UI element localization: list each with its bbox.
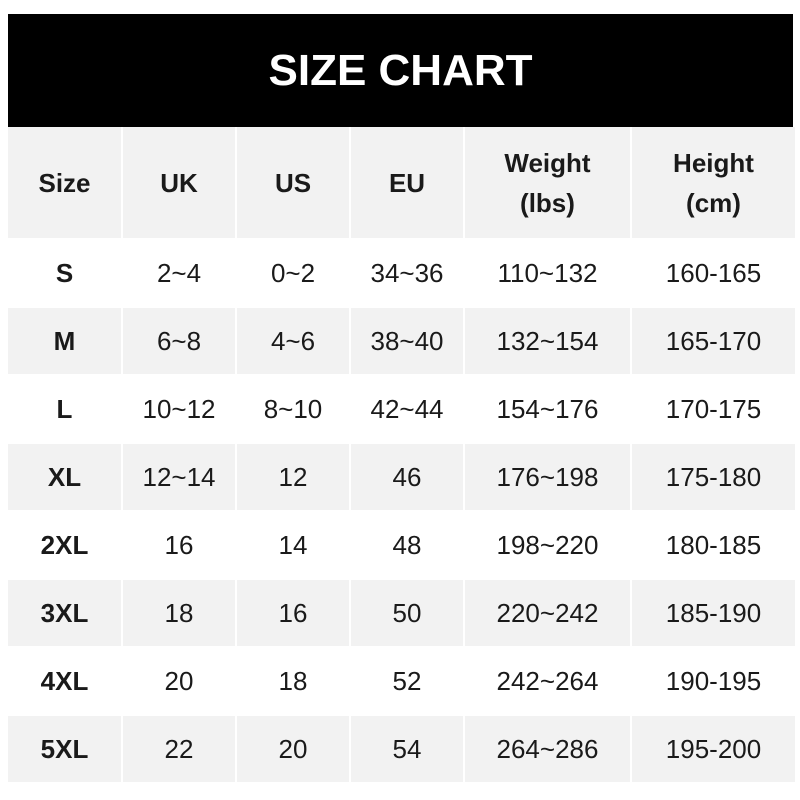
table-cell: 132~154 <box>465 308 630 376</box>
table-cell: 16 <box>237 580 349 648</box>
table-cell: 54 <box>351 716 463 784</box>
chart-title: SIZE CHART <box>8 14 793 127</box>
table-cell: 176~198 <box>465 444 630 512</box>
table-cell: 16 <box>123 512 235 580</box>
table-cell: 185-190 <box>632 580 795 648</box>
table-cell: 12 <box>237 444 349 512</box>
table-cell: 20 <box>237 716 349 784</box>
table-row: XL 12~14 12 46 176~198 175-180 <box>8 444 795 512</box>
table-cell: 180-185 <box>632 512 795 580</box>
table-row: M 6~8 4~6 38~40 132~154 165-170 <box>8 308 795 376</box>
column-header: Size <box>8 127 121 240</box>
table-cell: 52 <box>351 648 463 716</box>
table-cell: 48 <box>351 512 463 580</box>
table-cell: 8~10 <box>237 376 349 444</box>
size-cell: XL <box>8 444 121 512</box>
table-row: 2XL 16 14 48 198~220 180-185 <box>8 512 795 580</box>
table-cell: 220~242 <box>465 580 630 648</box>
table-cell: 242~264 <box>465 648 630 716</box>
size-cell: 2XL <box>8 512 121 580</box>
table-cell: 165-170 <box>632 308 795 376</box>
table-cell: 46 <box>351 444 463 512</box>
table-row: 4XL 20 18 52 242~264 190-195 <box>8 648 795 716</box>
size-cell: 3XL <box>8 580 121 648</box>
table-cell: 12~14 <box>123 444 235 512</box>
table-row: S 2~4 0~2 34~36 110~132 160-165 <box>8 240 795 308</box>
table-cell: 14 <box>237 512 349 580</box>
table-cell: 195-200 <box>632 716 795 784</box>
table-cell: 6~8 <box>123 308 235 376</box>
header-row: Size UK US EU Weight (lbs) Height (cm) <box>8 127 795 240</box>
size-cell: 5XL <box>8 716 121 784</box>
column-header: Height (cm) <box>632 127 795 240</box>
table-cell: 22 <box>123 716 235 784</box>
size-cell: 4XL <box>8 648 121 716</box>
table-row: 3XL 18 16 50 220~242 185-190 <box>8 580 795 648</box>
table-cell: 18 <box>123 580 235 648</box>
table-cell: 4~6 <box>237 308 349 376</box>
size-table: Size UK US EU Weight (lbs) Height (cm) S 2~4 0~… <box>6 127 797 784</box>
table-row: L 10~12 8~10 42~44 154~176 170-175 <box>8 376 795 444</box>
table-cell: 42~44 <box>351 376 463 444</box>
column-header: UK <box>123 127 235 240</box>
table-cell: 154~176 <box>465 376 630 444</box>
table-row: 5XL 22 20 54 264~286 195-200 <box>8 716 795 784</box>
table-cell: 18 <box>237 648 349 716</box>
column-header: EU <box>351 127 463 240</box>
table-cell: 34~36 <box>351 240 463 308</box>
table-cell: 0~2 <box>237 240 349 308</box>
size-chart: SIZE CHART Size UK US EU Weight (lbs) Height … <box>8 14 795 784</box>
table-cell: 50 <box>351 580 463 648</box>
table-cell: 110~132 <box>465 240 630 308</box>
table-cell: 198~220 <box>465 512 630 580</box>
table-cell: 175-180 <box>632 444 795 512</box>
table-cell: 38~40 <box>351 308 463 376</box>
size-cell: S <box>8 240 121 308</box>
table-cell: 10~12 <box>123 376 235 444</box>
table-cell: 170-175 <box>632 376 795 444</box>
size-cell: L <box>8 376 121 444</box>
size-cell: M <box>8 308 121 376</box>
table-cell: 160-165 <box>632 240 795 308</box>
table-cell: 190-195 <box>632 648 795 716</box>
column-header: Weight (lbs) <box>465 127 630 240</box>
table-cell: 2~4 <box>123 240 235 308</box>
table-cell: 264~286 <box>465 716 630 784</box>
column-header: US <box>237 127 349 240</box>
table-cell: 20 <box>123 648 235 716</box>
